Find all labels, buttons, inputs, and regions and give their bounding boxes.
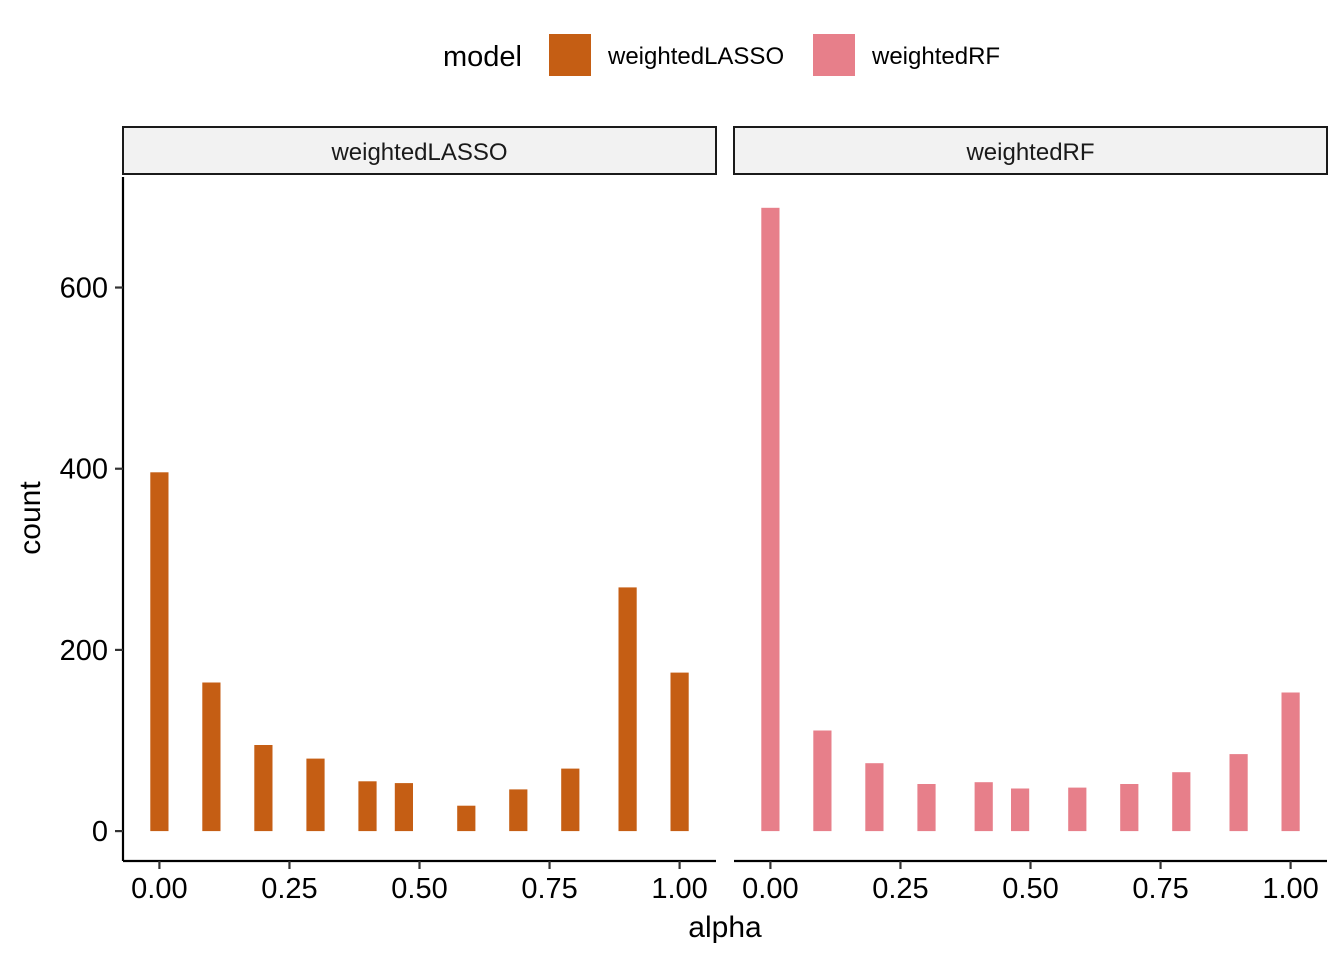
plot-panel-1: 0.00 0.25 0.50 0.75 1.00: [123, 472, 716, 905]
legend-key-weightedrf: [813, 34, 855, 76]
y-tick-label-3: 400: [60, 454, 108, 486]
strip-box-2: [733, 126, 1328, 175]
x-tick-label-1-4: 0.75: [521, 873, 577, 905]
bar-2-6: [1011, 788, 1030, 832]
x-tick-label-2-3: 0.50: [1002, 873, 1058, 905]
bar-1-3: [254, 745, 273, 832]
bar-1-2: [202, 682, 221, 832]
strip-label-2: weightedRF: [965, 139, 1094, 166]
x-tick-label-1-2: 0.25: [261, 873, 317, 905]
legend-title: model: [443, 41, 522, 73]
legend-key-weightedlasso: [549, 34, 591, 76]
bar-1-11: [670, 672, 689, 832]
y-axis-title: count: [14, 481, 47, 555]
x-tick-label-2-4: 0.75: [1132, 873, 1188, 905]
x-tick-label-1-5: 1.00: [651, 873, 707, 905]
plot-panel-2: 0.00 0.25 0.50 0.75 1.00: [734, 207, 1327, 905]
x-tick-label-1-3: 0.50: [391, 873, 447, 905]
bar-1-5: [358, 781, 377, 832]
y-tick-label-2: 200: [60, 635, 108, 667]
strip-box-1: [122, 126, 717, 175]
bar-1-1: [150, 472, 169, 832]
legend: model weightedLASSO weightedRF: [443, 34, 1000, 76]
bar-1-7: [457, 805, 476, 832]
bar-2-8: [1120, 784, 1139, 832]
x-tick-label-1-1: 0.00: [131, 873, 187, 905]
bar-2-9: [1172, 772, 1191, 832]
bar-2-11: [1281, 692, 1300, 832]
bar-1-6: [394, 783, 413, 832]
bar-2-4: [917, 784, 936, 832]
bar-1-4: [306, 758, 325, 832]
strip-label-1: weightedLASSO: [330, 139, 507, 166]
legend-label-weightedlasso: weightedLASSO: [607, 43, 784, 70]
bar-2-2: [813, 730, 832, 832]
strip-panel-1: weightedLASSO: [122, 126, 717, 175]
bar-1-10: [618, 587, 637, 832]
bar-2-1: [761, 207, 780, 832]
y-axis: 0 200 400 600: [60, 177, 125, 861]
y-tick-label-1: 0: [92, 816, 108, 848]
bar-2-7: [1068, 787, 1087, 832]
x-tick-label-2-2: 0.25: [872, 873, 928, 905]
x-tick-label-2-1: 0.00: [742, 873, 798, 905]
legend-label-weightedrf: weightedRF: [871, 43, 1000, 70]
y-tick-label-4: 600: [60, 273, 108, 305]
bar-1-9: [561, 768, 580, 832]
strip-panel-2: weightedRF: [733, 126, 1328, 175]
bar-1-8: [509, 789, 528, 832]
bar-2-5: [974, 782, 993, 832]
x-tick-label-2-5: 1.00: [1262, 873, 1318, 905]
bar-2-3: [865, 763, 884, 832]
x-axis-title: alpha: [688, 911, 762, 944]
bar-2-10: [1229, 754, 1248, 832]
